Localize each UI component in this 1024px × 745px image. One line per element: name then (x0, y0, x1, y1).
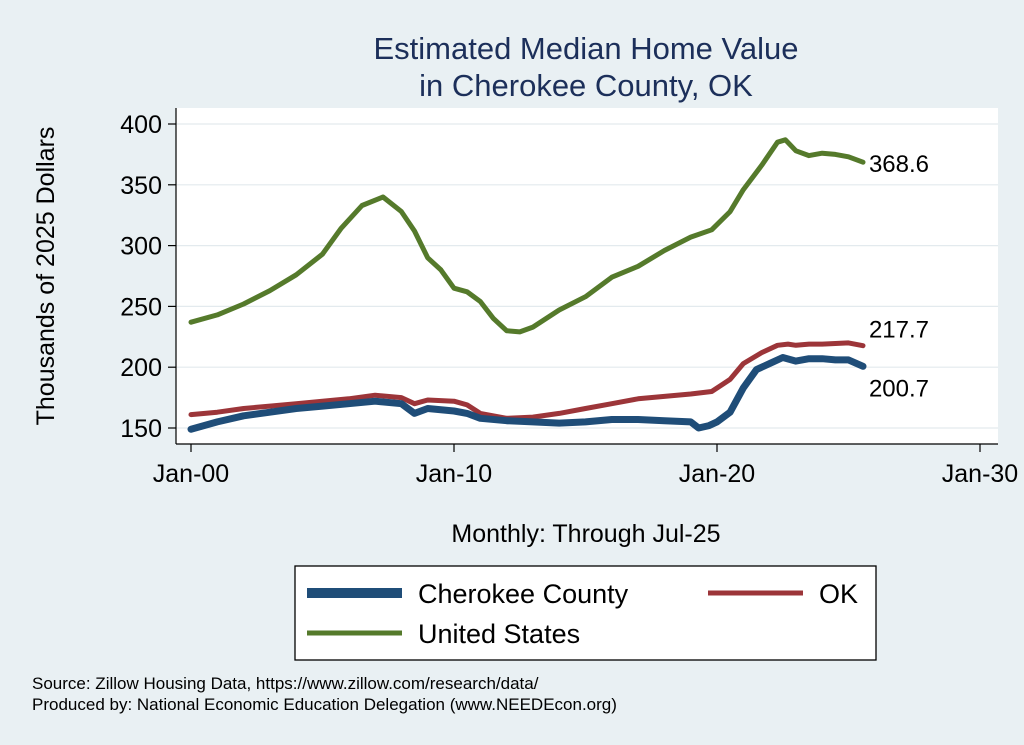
source-note: Source: Zillow Housing Data, https://www… (32, 674, 539, 693)
chart-title: Estimated Median Home Value (373, 31, 798, 66)
legend-box (294, 565, 877, 661)
legend-label-cherokee-county: Cherokee County (418, 579, 629, 609)
end-label-united-states: 368.6 (869, 151, 929, 178)
x-tick-label: Jan-00 (153, 460, 229, 488)
series-line-ok (188, 340, 866, 421)
chart-subtitle: in Cherokee County, OK (419, 68, 753, 103)
legend-label-ok: OK (819, 579, 858, 609)
axes: 150 200 250 300 350 400 Jan-00 Jan-10 Jan-20 Jan-… (120, 108, 1018, 488)
y-tick-label: 300 (120, 233, 162, 261)
end-label-cherokee-county: 200.7 (869, 375, 929, 402)
y-tick-label: 400 (120, 111, 162, 139)
x-tick-label: Jan-20 (679, 460, 755, 488)
y-tick-label: 250 (120, 293, 162, 321)
producer-note: Produced by: National Economic Education… (32, 695, 617, 714)
y-tick-label: 350 (120, 172, 162, 200)
end-labels: 368.6 217.7 200.7 (869, 151, 929, 402)
series-layer (187, 137, 867, 433)
legend-label-united-states: United States (418, 619, 580, 649)
y-tick-label: 150 (120, 415, 162, 443)
series-line-united-states (188, 137, 866, 335)
end-label-ok: 217.7 (869, 317, 929, 344)
series-line-cherokee-county (187, 354, 867, 433)
grid-lines (176, 123, 998, 429)
legend: Cherokee County OK United States (294, 565, 877, 661)
x-axis-label: Monthly: Through Jul-25 (451, 520, 720, 548)
y-axis-label: Thousands of 2025 Dollars (32, 127, 60, 426)
x-tick-label: Jan-10 (416, 460, 492, 488)
x-tick-label: Jan-30 (942, 460, 1018, 488)
y-tick-label: 200 (120, 354, 162, 382)
